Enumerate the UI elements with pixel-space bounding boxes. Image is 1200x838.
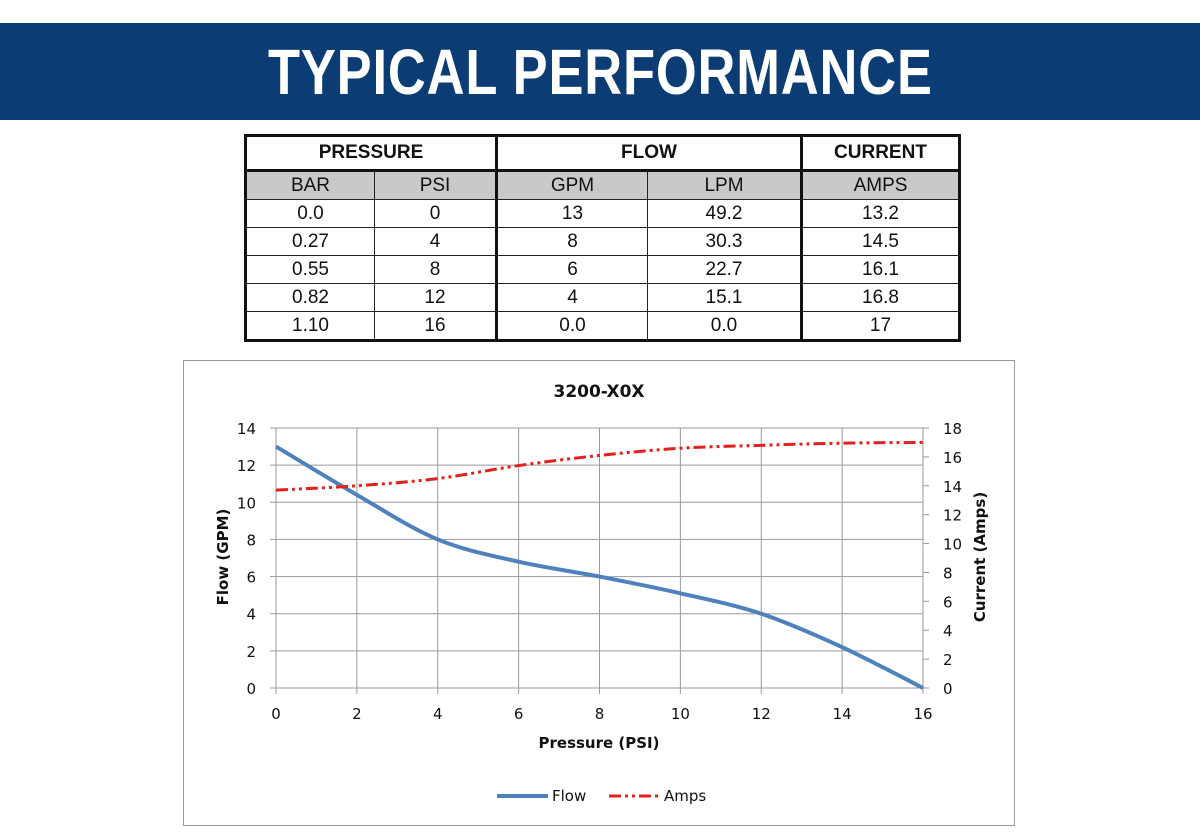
chart-legend: Flow Amps [497,787,706,805]
x-tick-label: 12 [752,705,771,723]
table-cell: 17 [800,311,960,341]
table-cell: 4 [495,283,648,312]
x-tick-label: 0 [271,705,281,723]
y2-tick-label: 14 [943,478,962,496]
table-cell: 0.55 [245,255,375,284]
chart-axes: 0 2 4 6 8 10 12 14 0 2 4 6 8 10 12 14 16 0 2 4 6 8 10 12 14 16 18 [237,420,962,723]
header-banner: TYPICAL PERFORMANCE [0,23,1200,120]
legend-amps-label: Amps [664,787,706,805]
x-tick-label: 16 [913,705,932,723]
y2-tick-label: 8 [943,564,953,582]
table-cell: 13.2 [800,199,960,228]
table-group-row: PRESSURE FLOW CURRENT [245,135,960,172]
table-row: 0.27 4 8 30.3 14.5 [245,227,960,256]
y-tick-label: 4 [246,606,256,624]
legend-flow-label: Flow [552,787,586,805]
table-cell: 8 [495,227,648,256]
y2-tick-label: 6 [943,593,953,611]
y2-tick-label: 0 [943,680,953,698]
y-tick-label: 14 [237,420,256,438]
y2-tick-label: 2 [943,651,953,669]
y-axis-label: Flow (GPM) [214,509,232,606]
y2-tick-label: 12 [943,507,962,525]
y2-tick-label: 18 [943,420,962,438]
table-cell: 4 [374,227,497,256]
table-row: 0.82 12 4 15.1 16.8 [245,283,960,312]
y-tick-label: 6 [246,569,256,587]
table-cell: 16.8 [800,283,960,312]
series-line-amps [275,440,924,492]
performance-table: PRESSURE FLOW CURRENT BAR PSI GPM LPM AM… [244,134,961,342]
table-cell: 1.10 [245,311,375,341]
chart-series [274,440,924,690]
table-units-row: BAR PSI GPM LPM AMPS [245,170,960,200]
y2-tick-label: 10 [943,536,962,554]
y2-tick-label: 4 [943,622,953,640]
y-tick-label: 2 [246,643,256,661]
x-tick-label: 8 [595,705,605,723]
table-row: 1.10 16 0.0 0.0 17 [245,311,960,341]
unit-header: AMPS [800,170,960,200]
group-header-current: CURRENT [800,135,960,172]
table-cell: 0.0 [647,311,802,341]
table-row: 0.0 0 13 49.2 13.2 [245,199,960,228]
page-title: TYPICAL PERFORMANCE [267,35,933,108]
table-cell: 16 [374,311,497,341]
series-line-flow [274,444,924,690]
chart-grid [275,427,924,689]
x-tick-label: 4 [433,705,443,723]
x-axis-label: Pressure (PSI) [539,734,660,752]
table-cell: 0.27 [245,227,375,256]
chart-frame [183,360,1015,826]
y2-axis-label: Current (Amps) [971,492,989,622]
x-tick-label: 6 [514,705,524,723]
x-tick-label: 14 [833,705,852,723]
y-tick-label: 8 [246,531,256,549]
table-cell: 0.0 [495,311,648,341]
y-tick-label: 10 [237,494,256,512]
unit-header: GPM [495,170,648,200]
group-header-pressure: PRESSURE [245,135,497,172]
chart-title: 3200-X0X [553,382,644,402]
x-tick-label: 10 [671,705,690,723]
unit-header: BAR [245,170,375,200]
y2-tick-label: 16 [943,449,962,467]
y-tick-label: 0 [246,680,256,698]
table-cell: 12 [374,283,497,312]
y-tick-label: 12 [237,457,256,475]
x-tick-label: 2 [352,705,362,723]
